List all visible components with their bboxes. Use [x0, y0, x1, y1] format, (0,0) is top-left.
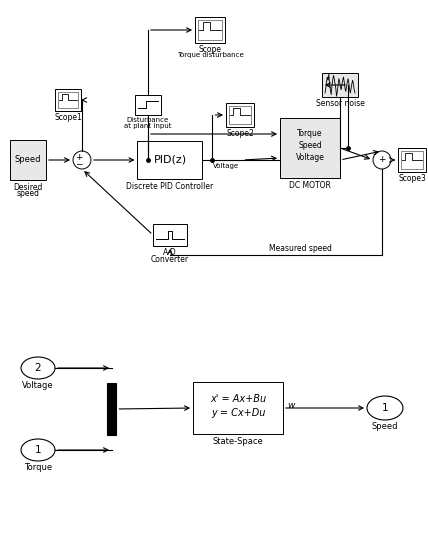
Text: State-Space: State-Space — [213, 437, 263, 446]
Text: Speed: Speed — [372, 422, 398, 431]
Text: Voltage: Voltage — [212, 163, 239, 169]
Text: Scope3: Scope3 — [398, 174, 426, 183]
Bar — [322, 73, 358, 97]
Bar — [10, 140, 46, 180]
Text: PID(z): PID(z) — [153, 155, 187, 165]
Text: Voltage: Voltage — [296, 153, 324, 162]
Text: speed: speed — [17, 189, 39, 198]
Bar — [195, 17, 225, 43]
Text: DC MOTOR: DC MOTOR — [289, 181, 331, 190]
Text: −: − — [75, 159, 83, 168]
Ellipse shape — [21, 357, 55, 379]
Text: 2: 2 — [35, 363, 42, 373]
Bar — [280, 118, 340, 178]
Text: Scope: Scope — [199, 45, 222, 54]
Text: A-D: A-D — [163, 248, 177, 257]
Bar — [193, 382, 283, 434]
Text: +: + — [378, 154, 386, 164]
Text: Speed: Speed — [15, 155, 41, 165]
Text: Torque disturbance: Torque disturbance — [177, 52, 244, 58]
Text: y = Cx+Du: y = Cx+Du — [211, 408, 265, 418]
Bar — [153, 224, 187, 246]
Circle shape — [73, 151, 91, 169]
Text: at plant input: at plant input — [124, 123, 172, 129]
Text: 1: 1 — [382, 403, 388, 413]
Circle shape — [373, 151, 391, 169]
Text: Discrete PID Controller: Discrete PID Controller — [126, 182, 214, 191]
Text: 1: 1 — [35, 445, 42, 455]
Bar — [401, 151, 423, 169]
Bar — [398, 148, 426, 172]
Text: w: w — [287, 401, 294, 410]
Text: Torque: Torque — [24, 463, 52, 472]
Bar — [137, 141, 202, 179]
Text: Speed: Speed — [298, 141, 322, 151]
Text: +: + — [75, 152, 83, 161]
Bar — [55, 89, 81, 111]
Text: Desired: Desired — [13, 183, 43, 192]
Text: x' = Ax+Bu: x' = Ax+Bu — [210, 394, 266, 404]
Bar — [226, 103, 254, 127]
Text: Measured speed: Measured speed — [268, 244, 331, 253]
Bar — [58, 92, 78, 108]
Text: Scope1: Scope1 — [54, 113, 82, 122]
Text: Torque: Torque — [297, 130, 323, 138]
Bar — [135, 95, 161, 115]
Text: Sensor noise: Sensor noise — [315, 99, 364, 108]
Bar — [229, 106, 251, 124]
Ellipse shape — [21, 439, 55, 461]
Ellipse shape — [367, 396, 403, 420]
Text: Scope2: Scope2 — [226, 129, 254, 138]
Text: Converter: Converter — [151, 255, 189, 264]
Text: Disturbance: Disturbance — [127, 117, 169, 123]
Text: Voltage: Voltage — [22, 381, 54, 390]
Bar — [198, 20, 222, 40]
Bar — [107, 383, 116, 435]
